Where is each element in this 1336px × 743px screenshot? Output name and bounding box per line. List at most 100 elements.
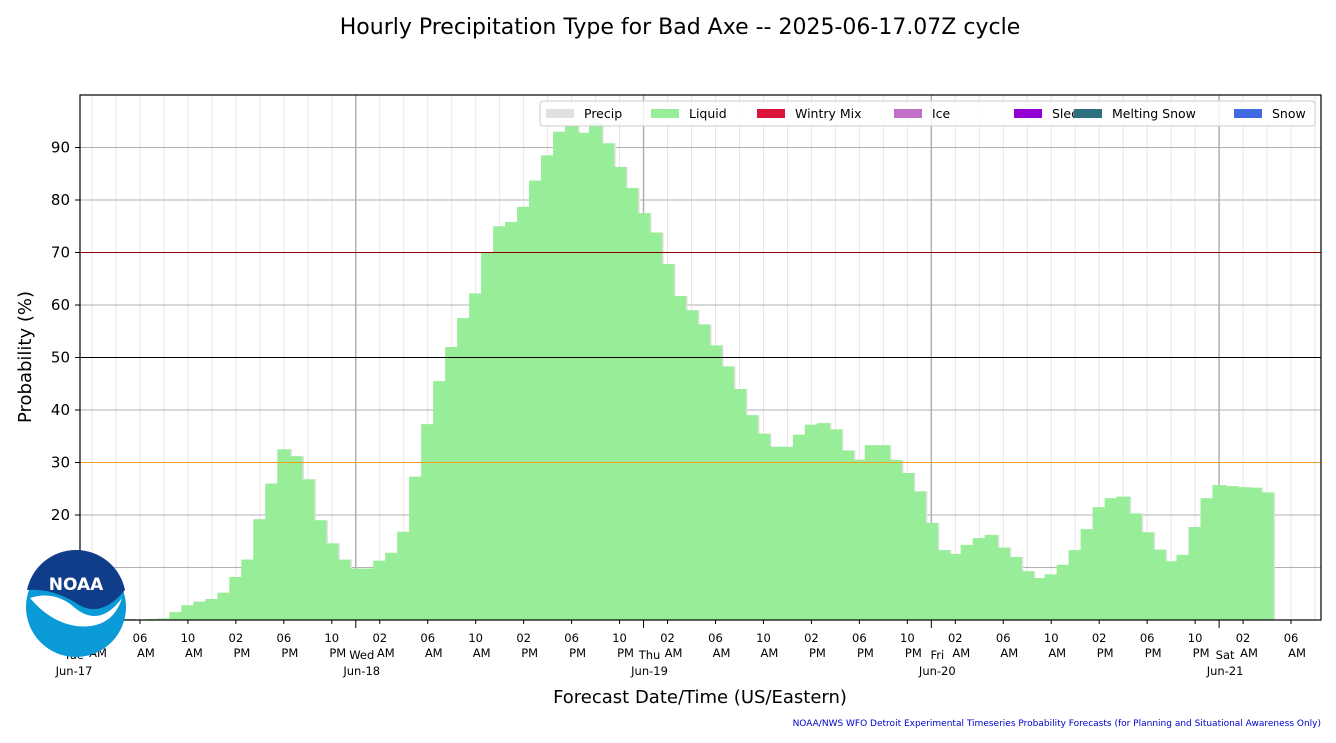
x-tick-label-ampm: AM [952,646,970,660]
noaa-logo-sky [27,549,125,610]
liquid-bar [241,559,255,620]
liquid-bar [289,456,303,620]
liquid-bar [301,479,315,620]
liquid-bar [409,476,423,620]
legend-swatch [651,109,679,118]
plot-area: 203040506070809002AM06AM10AM02PM06PM10PM… [51,94,1322,678]
legend-swatch [1014,109,1042,118]
liquid-bar [337,559,351,620]
x-tick-label-ampm: PM [1193,646,1210,660]
liquid-bar [684,310,699,620]
liquid-bar [313,520,327,620]
liquid-bar [1044,574,1058,620]
liquid-bar [505,222,519,621]
legend-swatch [894,109,922,118]
liquid-bar [924,522,938,620]
noaa-logo: NOAA [26,549,126,657]
liquid-bar [397,531,411,620]
day-label-date: Jun-17 [55,664,93,678]
liquid-bar [517,206,531,620]
y-tick-label: 30 [51,454,70,472]
liquid-bar [708,345,723,620]
legend-label: Precip [584,106,622,121]
y-tick-label: 70 [51,244,70,262]
legend-label: Snow [1272,106,1306,121]
liquid-bar [768,446,783,620]
liquid-bar [612,166,627,621]
legend-swatch [1074,109,1102,118]
liquid-bar [576,132,591,621]
liquid-bar [421,424,435,620]
x-tick-label-time: 10 [756,631,771,645]
legend-swatch [1234,109,1262,118]
x-tick-label-ampm: PM [233,646,250,660]
liquid-bar [1164,561,1178,620]
liquid-bar [660,264,675,620]
x-tick-label-time: 10 [1188,631,1203,645]
x-tick-label-time: 02 [372,631,387,645]
x-tick-label-time: 06 [1140,631,1155,645]
liquid-bar [493,226,507,620]
x-tick-label-ampm: AM [761,646,779,660]
liquid-bar [157,618,171,620]
x-tick-label-ampm: PM [329,646,346,660]
x-tick-label-time: 06 [277,631,292,645]
x-tick-label-time: 10 [324,631,339,645]
y-tick-label: 60 [51,296,70,314]
liquid-bar [1104,498,1118,620]
legend-swatch [757,109,785,118]
day-label-weekday: Thu [638,648,661,662]
liquid-bar [481,252,495,620]
x-tick-label-time: 02 [1092,631,1107,645]
x-tick-label-time: 06 [708,631,723,645]
x-tick-label-time: 10 [612,631,627,645]
x-tick-label-time: 02 [1236,631,1251,645]
legend-label: Melting Snow [1112,106,1196,121]
liquid-bar [265,483,279,620]
liquid-bar [672,296,687,620]
liquid-bar [1032,578,1046,620]
liquid-bar [852,459,866,620]
x-tick-label-ampm: AM [713,646,731,660]
x-tick-label-time: 10 [1044,631,1059,645]
liquid-bar [205,599,219,620]
liquid-bar [457,318,471,620]
liquid-bar [696,324,711,620]
x-tick-label-ampm: PM [809,646,826,660]
liquid-bar [744,415,759,620]
x-tick-label-ampm: AM [377,646,395,660]
liquid-bar [277,449,291,620]
x-tick-label-time: 02 [948,631,963,645]
y-tick-label: 90 [51,139,70,157]
liquid-bar [984,534,998,620]
liquid-bar [624,187,639,621]
day-label-date: Jun-21 [1206,664,1244,678]
footer-disclaimer: NOAA/NWS WFO Detroit Experimental Timese… [793,719,1321,729]
day-label-weekday: Fri [930,648,944,662]
liquid-bar [588,122,603,620]
liquid-bar [553,131,567,620]
liquid-bar [600,143,615,621]
x-tick-label-time: 02 [516,631,531,645]
x-tick-label-time: 10 [468,631,483,645]
x-tick-label-time: 06 [1284,631,1299,645]
liquid-bar [445,347,459,620]
x-tick-label-ampm: PM [1097,646,1114,660]
liquid-bar [792,434,807,620]
liquid-bar [912,491,926,620]
liquid-bar [361,568,375,620]
liquid-bar [229,576,243,620]
liquid-bar [1200,498,1214,620]
x-tick-label-time: 06 [852,631,867,645]
liquid-bar [804,424,819,620]
day-label-weekday: Wed [349,648,374,662]
x-tick-label-time: 06 [564,631,579,645]
liquid-bar [648,232,663,621]
liquid-bar [565,125,579,620]
liquid-bar [1152,549,1166,620]
x-tick-label-time: 02 [804,631,819,645]
x-tick-label-time: 06 [996,631,1011,645]
legend-label: Liquid [689,106,727,121]
liquid-bar [1008,557,1022,620]
